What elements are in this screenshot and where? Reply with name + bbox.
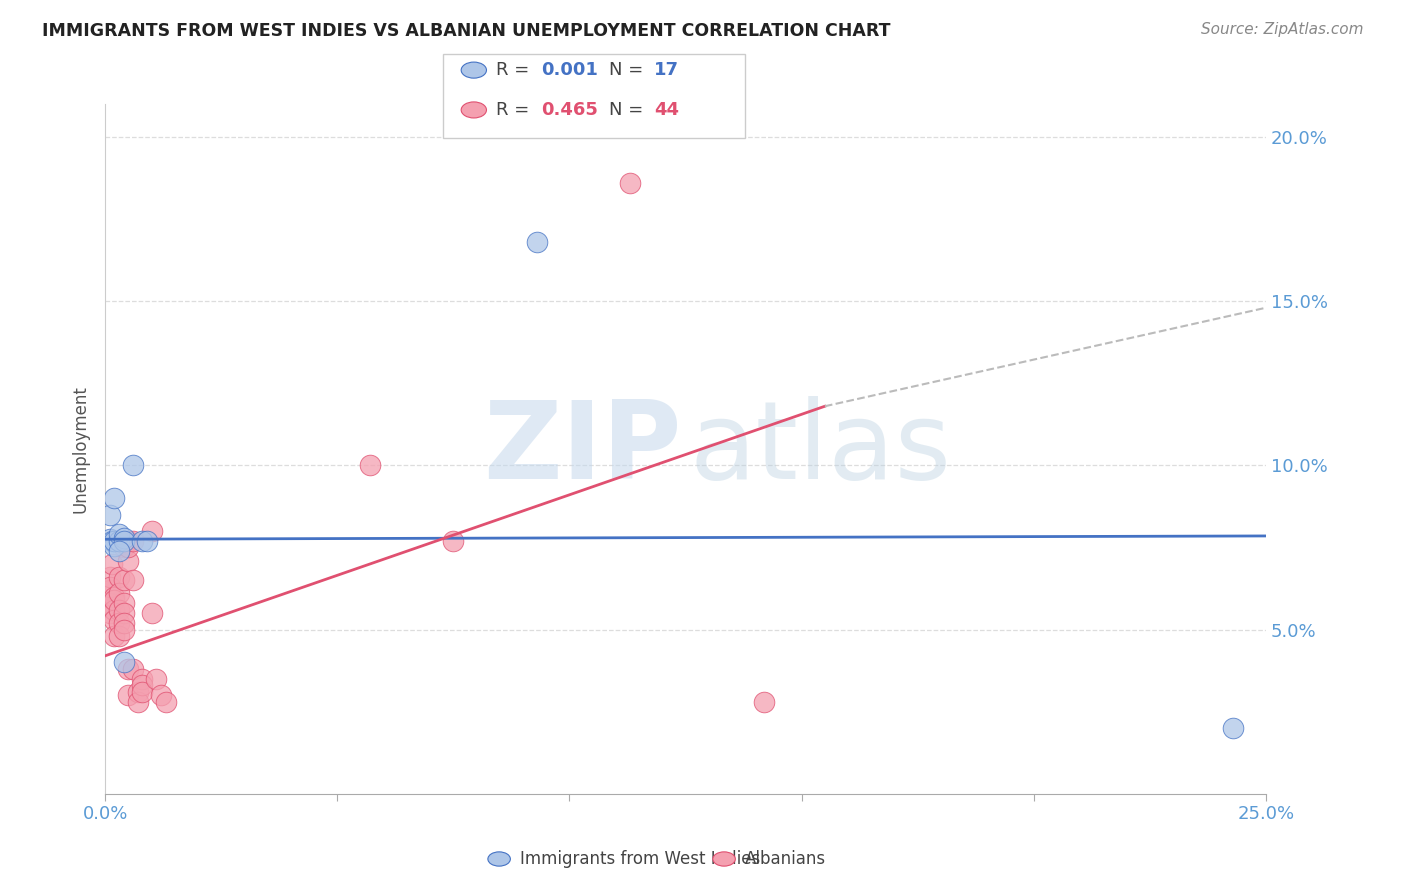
Point [122,533,145,548]
Text: 17: 17 [654,62,679,79]
Point [117,688,139,702]
Point [108,586,131,600]
Text: 0.465: 0.465 [541,101,598,119]
Text: ZIP: ZIP [484,396,682,502]
Point [131,533,153,548]
Point [112,623,135,637]
Point [122,662,145,676]
Point [141,524,163,538]
Point [131,672,153,686]
Point [98,596,121,610]
Point [103,539,125,553]
Text: Source: ZipAtlas.com: Source: ZipAtlas.com [1201,22,1364,37]
Point [108,603,131,617]
Text: atlas: atlas [689,396,950,502]
Point [103,629,125,643]
Point [145,672,167,686]
Point [103,613,125,627]
Point [112,596,135,610]
Point [619,176,641,190]
Point [98,583,121,598]
Point [98,508,121,522]
Point [359,458,381,473]
Point [112,541,135,555]
Point [526,235,548,249]
Point [98,570,121,584]
Text: R =: R = [496,101,536,119]
Point [98,533,121,547]
Point [1222,721,1244,735]
Point [108,570,131,584]
Point [108,543,131,558]
Text: 0.001: 0.001 [541,62,598,79]
Text: N =: N = [609,62,648,79]
Point [108,615,131,630]
Point [98,606,121,620]
Point [155,695,177,709]
Point [117,541,139,555]
Point [103,491,125,506]
Text: R =: R = [496,62,536,79]
Y-axis label: Unemployment: Unemployment [72,385,89,513]
Text: Immigrants from West Indies: Immigrants from West Indies [520,850,761,868]
Point [108,527,131,541]
Point [131,685,153,699]
Point [122,574,145,588]
Point [122,458,145,473]
Text: N =: N = [609,101,648,119]
Point [103,593,125,607]
Point [127,695,149,709]
Point [117,533,139,548]
Point [98,580,121,594]
Point [441,533,464,548]
Text: 44: 44 [654,101,679,119]
Point [754,695,776,709]
Point [103,590,125,604]
Point [112,615,135,630]
Text: Albanians: Albanians [745,850,827,868]
Point [112,533,135,548]
Text: IMMIGRANTS FROM WEST INDIES VS ALBANIAN UNEMPLOYMENT CORRELATION CHART: IMMIGRANTS FROM WEST INDIES VS ALBANIAN … [42,22,890,40]
Point [103,603,125,617]
Point [127,685,149,699]
Point [108,533,131,548]
Point [112,656,135,670]
Point [112,531,135,545]
Point [149,688,172,702]
Point [112,606,135,620]
Point [136,533,159,548]
Point [103,533,125,548]
Point [131,678,153,692]
Point [117,662,139,676]
Point [117,553,139,567]
Point [101,533,124,548]
Point [141,606,163,620]
Point [112,574,135,588]
Point [108,629,131,643]
Point [101,557,124,571]
